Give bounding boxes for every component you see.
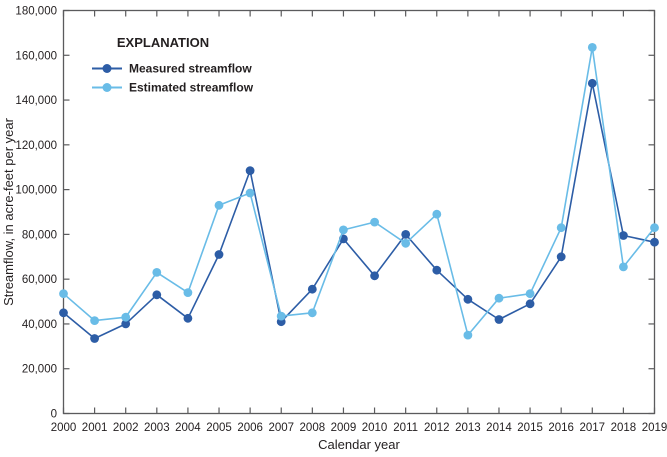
- point-estimated-2014: [494, 293, 504, 303]
- point-estimated-2013: [463, 330, 473, 340]
- y-tick-label: 160,000: [15, 50, 57, 62]
- y-tick-label: 40,000: [22, 319, 57, 331]
- point-estimated-2017: [587, 43, 597, 52]
- x-tick-label: 2003: [144, 422, 170, 434]
- measured-line: [62, 82, 655, 340]
- legend-item-estimated: Estimated streamflow: [92, 81, 254, 95]
- point-measured-2000: [59, 308, 68, 318]
- point-measured-2002: [121, 319, 131, 329]
- plot-frame: [62, 9, 656, 415]
- x-tick-label: 2014: [486, 422, 512, 434]
- x-tick-label: 2001: [82, 422, 108, 434]
- x-tick-label: 2004: [175, 422, 201, 434]
- point-measured-2016: [556, 252, 566, 262]
- x-tick-label: 2002: [113, 422, 139, 434]
- point-estimated-2000: [59, 289, 68, 299]
- y-tick-label: 140,000: [15, 95, 57, 107]
- point-measured-2008: [307, 284, 317, 294]
- plot-area: 2000 2001 2002 2003 2004 2005 2006 2007 2008 2009…: [15, 6, 667, 435]
- y-tick-label: 0: [51, 409, 57, 421]
- y-tick-label: 120,000: [15, 140, 57, 152]
- point-measured-2018: [619, 231, 628, 240]
- point-estimated-2007: [276, 311, 286, 321]
- point-estimated-2003: [152, 268, 162, 277]
- x-tick-label: 2017: [579, 422, 605, 434]
- x-tick-label: 2007: [268, 422, 294, 434]
- y-tick-label: 100,000: [15, 185, 57, 197]
- point-estimated-2005: [214, 200, 224, 210]
- point-estimated-2012: [432, 209, 442, 219]
- x-tick-label: 2018: [611, 422, 637, 434]
- estimated-series: [59, 43, 659, 340]
- x-tick-label: 2009: [331, 422, 357, 434]
- x-tick-label: 2010: [362, 422, 388, 434]
- point-measured-2005: [214, 250, 224, 259]
- point-estimated-2016: [556, 223, 566, 233]
- y-axis-title: Streamflow, in acre-feet per year: [1, 117, 16, 306]
- point-estimated-2015: [525, 289, 535, 299]
- point-measured-2004: [183, 313, 193, 323]
- point-measured-2017: [587, 78, 597, 88]
- y-tick-label: 180,000: [15, 6, 57, 18]
- x-tick-label: 2006: [237, 422, 263, 434]
- point-estimated-2008: [307, 308, 317, 318]
- x-tick-label: 2015: [517, 422, 543, 434]
- x-tick-label: 2012: [424, 422, 450, 434]
- point-measured-2015: [525, 299, 535, 309]
- y-tick-label: 20,000: [22, 364, 57, 376]
- x-tick-label: 2005: [206, 422, 232, 434]
- point-measured-2014: [494, 315, 504, 324]
- point-measured-2012: [432, 265, 442, 275]
- estimated-marker-icon: [102, 83, 112, 92]
- estimated-line: [62, 46, 656, 336]
- legend-label-estimated: Estimated streamflow: [129, 81, 254, 95]
- point-estimated-2011: [401, 238, 411, 248]
- x-tick-label: 2000: [51, 422, 77, 434]
- x-tick-label: 2008: [300, 422, 326, 434]
- point-estimated-2019: [650, 223, 659, 233]
- x-tick-label: 2013: [455, 422, 481, 434]
- x-axis-title: Calendar year: [318, 437, 400, 452]
- point-estimated-2004: [183, 288, 193, 297]
- point-measured-2010: [370, 271, 379, 281]
- y-tick-label: 80,000: [22, 229, 57, 241]
- x-tick-label: 2019: [642, 422, 667, 434]
- point-estimated-2002: [121, 312, 131, 322]
- measured-series: [59, 78, 659, 343]
- point-estimated-2010: [370, 217, 379, 227]
- point-measured-2011: [401, 230, 411, 239]
- y-tick-label: 60,000: [22, 274, 57, 286]
- legend: EXPLANATION Measured streamflow Estimate…: [92, 35, 254, 95]
- point-estimated-2018: [619, 262, 628, 272]
- legend-item-measured: Measured streamflow: [92, 62, 252, 76]
- point-estimated-2009: [339, 225, 348, 235]
- x-tick-label: 2011: [393, 422, 418, 434]
- point-measured-2006: [245, 166, 255, 176]
- measured-marker-icon: [102, 64, 112, 73]
- legend-title: EXPLANATION: [117, 35, 209, 50]
- x-tick-label: 2016: [548, 422, 574, 434]
- point-measured-2013: [463, 294, 473, 304]
- legend-label-measured: Measured streamflow: [129, 62, 252, 76]
- point-measured-2001: [90, 334, 99, 343]
- point-estimated-2006: [245, 188, 255, 198]
- point-measured-2019: [650, 237, 659, 247]
- point-measured-2003: [152, 290, 162, 300]
- point-estimated-2001: [90, 316, 99, 325]
